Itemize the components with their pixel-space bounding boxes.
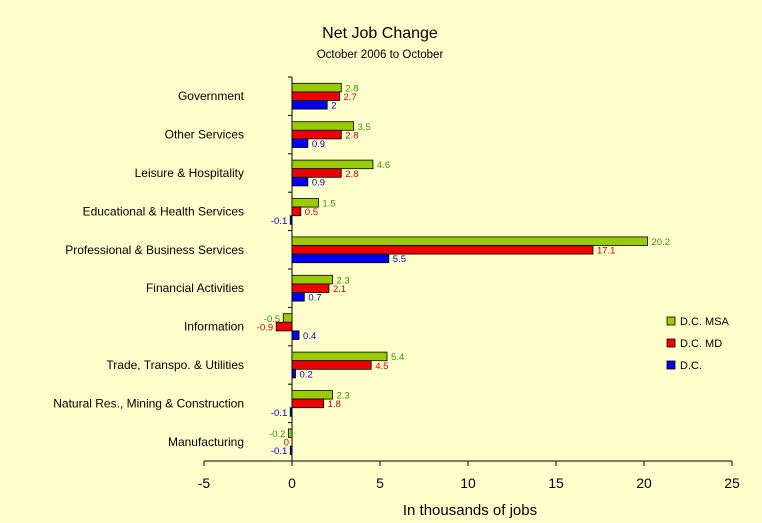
x-tick-label: 0 <box>288 475 296 491</box>
data-label: -0.1 <box>271 408 287 419</box>
bar <box>291 129 342 140</box>
bar <box>291 168 342 178</box>
x-tick-label: 15 <box>548 475 564 491</box>
data-label: 2.7 <box>344 92 357 103</box>
bar <box>288 428 293 438</box>
data-label: 5.5 <box>393 254 406 265</box>
legend-swatch <box>666 316 676 326</box>
bar <box>275 321 293 332</box>
category-label: Professional & Business Services <box>65 243 244 257</box>
legend-label: D.C. MSA <box>680 316 730 328</box>
data-label: 0.4 <box>303 331 316 342</box>
bar <box>291 198 319 208</box>
bar <box>289 407 293 417</box>
data-label: 0.9 <box>312 177 325 188</box>
data-label: 2.1 <box>333 284 346 295</box>
x-tick-label: 20 <box>636 475 652 491</box>
bar <box>291 274 333 285</box>
bar <box>291 360 372 370</box>
x-tick-label: 10 <box>460 475 476 491</box>
data-label: 0.2 <box>300 369 313 380</box>
data-label: -0.9 <box>257 322 273 333</box>
legend-label: D.C. MD <box>680 338 722 350</box>
data-label: 2.3 <box>336 275 349 286</box>
bar <box>291 100 328 110</box>
data-label: 2.3 <box>336 391 349 402</box>
data-label: -0.2 <box>269 429 285 440</box>
data-label: -0.5 <box>264 314 280 325</box>
bar <box>291 330 300 340</box>
category-label: Information <box>184 320 244 334</box>
x-axis-label: In thousands of jobs <box>403 502 537 519</box>
bar <box>291 368 296 379</box>
legend-label: D.C. <box>680 360 702 372</box>
bar <box>291 390 333 400</box>
data-label: 0 <box>284 438 289 449</box>
bar <box>289 215 293 225</box>
category-label: Government <box>178 89 245 103</box>
legend-swatch <box>666 338 676 348</box>
data-label: 0.5 <box>305 207 318 218</box>
bar <box>291 82 342 93</box>
category-label: Manufacturing <box>168 435 244 449</box>
category-label: Trade, Transpo. & Utilities <box>106 358 244 372</box>
category-label: Other Services <box>165 128 244 142</box>
data-label: -0.1 <box>271 446 287 457</box>
data-label: 1.8 <box>328 399 341 410</box>
data-label: 3.5 <box>358 122 371 133</box>
data-label: 4.5 <box>375 361 388 372</box>
category-label: Financial Activities <box>146 281 244 295</box>
data-label: 0.7 <box>308 293 321 304</box>
data-label: 4.6 <box>377 160 390 171</box>
bar <box>291 206 302 217</box>
bar <box>291 292 305 302</box>
data-label: 20.2 <box>652 237 671 248</box>
bar <box>289 445 293 456</box>
data-label: 1.5 <box>322 199 335 210</box>
bar <box>291 91 340 101</box>
bar <box>291 138 309 148</box>
bar <box>291 236 648 246</box>
chart-title: Net Job Change <box>322 25 438 42</box>
bar <box>291 253 390 264</box>
data-label: 2.8 <box>345 130 358 141</box>
category-label: Leisure & Hospitality <box>135 166 244 180</box>
category-label: Educational & Health Services <box>83 204 244 218</box>
legend: D.C. MSA D.C. MD D.C. <box>666 316 730 372</box>
chart-subtitle: October 2006 to October <box>317 49 444 61</box>
bar <box>291 121 354 131</box>
data-label: 17.1 <box>597 246 616 257</box>
x-tick-label: 25 <box>724 475 740 491</box>
bar <box>291 351 388 362</box>
x-tick-label: 5 <box>376 475 384 491</box>
bar <box>291 398 325 409</box>
category-label: Natural Res., Mining & Construction <box>53 396 244 410</box>
plot-area: Government Other Services Leisure & Hospit… <box>53 76 740 491</box>
bar <box>291 159 374 170</box>
data-label: 2.8 <box>345 169 358 180</box>
data-label: 0.9 <box>312 139 325 150</box>
bar <box>291 245 594 255</box>
bar <box>291 176 309 187</box>
data-label: -0.1 <box>271 216 287 227</box>
legend-swatch <box>666 360 676 370</box>
x-tick-label: -5 <box>198 475 211 491</box>
data-label: 2.8 <box>345 83 358 94</box>
data-label: 5.4 <box>391 352 404 363</box>
data-label: 2 <box>331 101 336 112</box>
bar <box>291 283 330 293</box>
bar <box>282 313 293 323</box>
